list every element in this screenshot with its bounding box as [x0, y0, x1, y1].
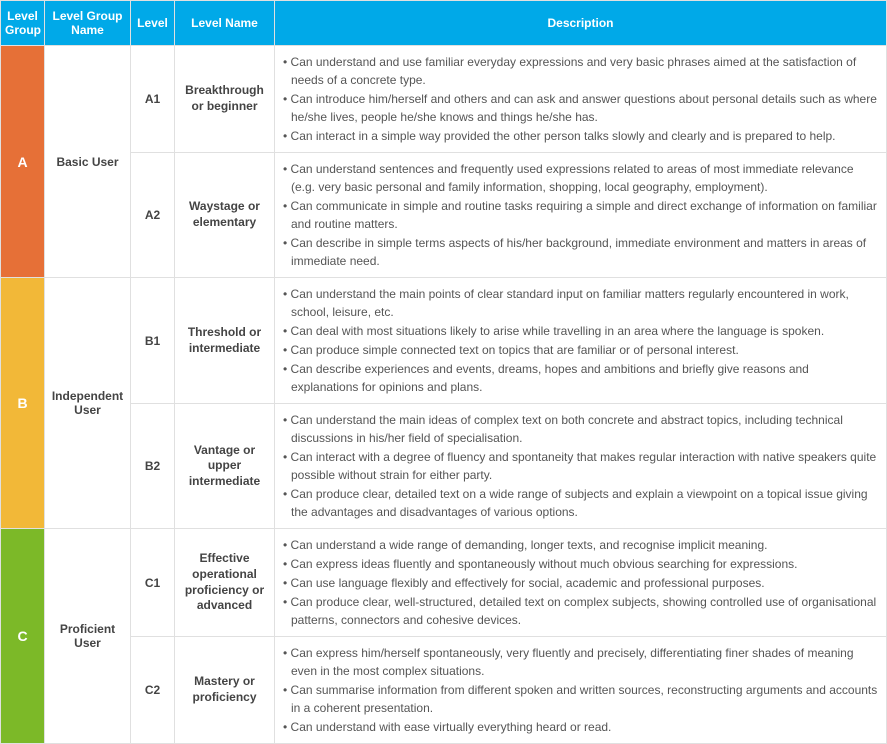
description-cell: • Can express him/herself spontaneously,…: [275, 637, 887, 744]
description-bullet: • Can describe in simple terms aspects o…: [283, 234, 878, 270]
description-cell: • Can understand a wide range of demandi…: [275, 529, 887, 637]
table-row: CProficient UserC1Effective operational …: [1, 529, 887, 637]
group-name-cell: Basic User: [45, 46, 131, 278]
table-row: C2Mastery or proficiency• Can express hi…: [1, 637, 887, 744]
header-level-group: Level Group: [1, 1, 45, 46]
level-code-cell: A1: [131, 46, 175, 153]
description-bullet: • Can describe experiences and events, d…: [283, 360, 878, 396]
description-bullet: • Can use language flexibly and effectiv…: [283, 574, 878, 592]
description-cell: • Can understand sentences and frequentl…: [275, 153, 887, 278]
table-row: ABasic UserA1Breakthrough or beginner• C…: [1, 46, 887, 153]
level-name-cell: Effective operational proficiency or adv…: [175, 529, 275, 637]
description-bullet: • Can express him/herself spontaneously,…: [283, 644, 878, 680]
level-name-cell: Vantage or upper intermediate: [175, 404, 275, 529]
table-row: A2Waystage or elementary• Can understand…: [1, 153, 887, 278]
description-bullet: • Can communicate in simple and routine …: [283, 197, 878, 233]
group-code-cell: C: [1, 529, 45, 744]
description-bullet: • Can interact in a simple way provided …: [283, 127, 878, 145]
header-description: Description: [275, 1, 887, 46]
description-bullet: • Can understand sentences and frequentl…: [283, 160, 878, 196]
description-cell: • Can understand the main points of clea…: [275, 278, 887, 404]
description-bullet: • Can express ideas fluently and spontan…: [283, 555, 878, 573]
description-bullet: • Can produce clear, detailed text on a …: [283, 485, 878, 521]
level-name-cell: Mastery or proficiency: [175, 637, 275, 744]
level-code-cell: B1: [131, 278, 175, 404]
table-row: B2Vantage or upper intermediate• Can und…: [1, 404, 887, 529]
level-code-cell: A2: [131, 153, 175, 278]
description-bullet: • Can deal with most situations likely t…: [283, 322, 878, 340]
level-code-cell: B2: [131, 404, 175, 529]
description-bullet: • Can interact with a degree of fluency …: [283, 448, 878, 484]
description-bullet: • Can understand the main points of clea…: [283, 285, 878, 321]
level-name-cell: Breakthrough or beginner: [175, 46, 275, 153]
description-bullet: • Can understand with ease virtually eve…: [283, 718, 878, 736]
header-level: Level: [131, 1, 175, 46]
description-bullet: • Can understand and use familiar everyd…: [283, 53, 878, 89]
table-row: BIndependent UserB1Threshold or intermed…: [1, 278, 887, 404]
description-bullet: • Can produce clear, well-structured, de…: [283, 593, 878, 629]
group-name-cell: Proficient User: [45, 529, 131, 744]
group-code-cell: A: [1, 46, 45, 278]
header-row: Level Group Level Group Name Level Level…: [1, 1, 887, 46]
description-cell: • Can understand and use familiar everyd…: [275, 46, 887, 153]
group-name-cell: Independent User: [45, 278, 131, 529]
level-name-cell: Threshold or intermediate: [175, 278, 275, 404]
description-bullet: • Can introduce him/herself and others a…: [283, 90, 878, 126]
description-bullet: • Can understand the main ideas of compl…: [283, 411, 878, 447]
cefr-table: Level Group Level Group Name Level Level…: [0, 0, 887, 744]
level-code-cell: C1: [131, 529, 175, 637]
level-code-cell: C2: [131, 637, 175, 744]
description-bullet: • Can summarise information from differe…: [283, 681, 878, 717]
description-bullet: • Can understand a wide range of demandi…: [283, 536, 878, 554]
level-name-cell: Waystage or elementary: [175, 153, 275, 278]
description-bullet: • Can produce simple connected text on t…: [283, 341, 878, 359]
header-level-group-name: Level Group Name: [45, 1, 131, 46]
header-level-name: Level Name: [175, 1, 275, 46]
description-cell: • Can understand the main ideas of compl…: [275, 404, 887, 529]
group-code-cell: B: [1, 278, 45, 529]
